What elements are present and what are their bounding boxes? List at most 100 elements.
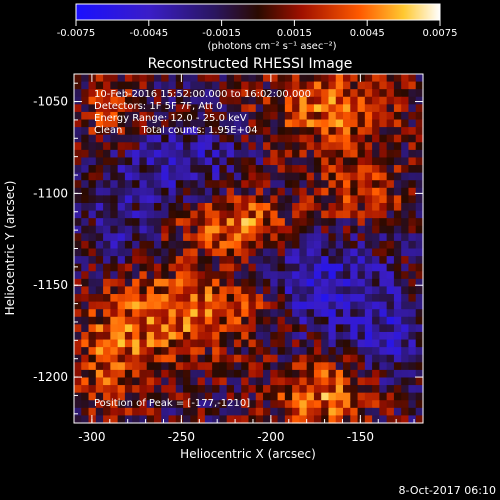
heatmap-cell bbox=[357, 134, 366, 143]
heatmap-cell bbox=[255, 271, 264, 280]
heatmap-cell bbox=[226, 256, 235, 265]
heatmap-cell bbox=[343, 134, 351, 143]
heatmap-cell bbox=[219, 157, 228, 166]
heatmap-cell bbox=[88, 233, 97, 242]
heatmap-cell bbox=[103, 256, 111, 265]
heatmap-cell bbox=[248, 142, 257, 151]
heatmap-cell bbox=[386, 392, 395, 401]
heatmap-cell bbox=[343, 309, 351, 318]
heatmap-cells bbox=[74, 74, 424, 424]
heatmap-cell bbox=[81, 187, 90, 196]
heatmap-cell bbox=[139, 233, 148, 242]
heatmap-cell bbox=[139, 218, 148, 227]
heatmap-cell bbox=[139, 142, 148, 151]
heatmap-cell bbox=[95, 263, 104, 272]
heatmap-cell bbox=[343, 339, 351, 348]
heatmap-cell bbox=[386, 400, 395, 409]
heatmap-cell bbox=[197, 119, 206, 128]
heatmap-cell bbox=[386, 74, 395, 83]
heatmap-cell bbox=[219, 294, 228, 303]
heatmap-cell bbox=[212, 256, 221, 265]
heatmap-cell bbox=[372, 165, 380, 174]
heatmap-cell bbox=[357, 354, 366, 363]
heatmap-cell bbox=[190, 104, 199, 113]
heatmap-cell bbox=[350, 278, 359, 288]
heatmap-cell bbox=[197, 172, 206, 181]
heatmap-cell bbox=[393, 233, 402, 242]
heatmap-cell bbox=[124, 210, 133, 219]
heatmap-cell bbox=[255, 407, 264, 417]
heatmap-cell bbox=[103, 172, 111, 181]
heatmap-cell bbox=[386, 89, 395, 98]
heatmap-cell bbox=[292, 210, 300, 219]
heatmap-cell bbox=[299, 309, 308, 318]
heatmap-cell bbox=[95, 331, 104, 341]
heatmap-cell bbox=[95, 119, 104, 128]
heatmap-cell bbox=[212, 331, 221, 341]
heatmap-cell bbox=[175, 127, 184, 136]
heatmap-cell bbox=[335, 339, 344, 348]
heatmap-cell bbox=[124, 392, 133, 401]
heatmap-cell bbox=[263, 180, 271, 189]
heatmap-cell bbox=[372, 407, 380, 417]
heatmap-cell bbox=[350, 271, 359, 280]
heatmap-cell bbox=[328, 407, 337, 417]
heatmap-cell bbox=[197, 74, 206, 83]
heatmap-cell bbox=[284, 286, 293, 295]
heatmap-cell bbox=[146, 218, 155, 227]
heatmap-cell bbox=[153, 309, 162, 318]
heatmap-cell bbox=[393, 400, 402, 409]
heatmap-cell bbox=[372, 339, 380, 348]
heatmap-cell bbox=[321, 172, 330, 181]
heatmap-cell bbox=[190, 180, 199, 189]
heatmap-cell bbox=[168, 218, 177, 227]
heatmap-cell bbox=[88, 278, 97, 288]
heatmap-cell bbox=[74, 400, 82, 409]
heatmap-cell bbox=[117, 316, 126, 325]
heatmap-cell bbox=[204, 415, 213, 424]
heatmap-cell bbox=[226, 96, 235, 105]
heatmap-cell bbox=[88, 225, 97, 234]
heatmap-cell bbox=[219, 347, 228, 356]
heatmap-cell bbox=[132, 324, 141, 333]
heatmap-cell bbox=[117, 407, 126, 417]
heatmap-cell bbox=[306, 119, 315, 128]
heatmap-cell bbox=[364, 127, 373, 136]
heatmap-cell bbox=[153, 127, 162, 136]
heatmap-cell bbox=[226, 294, 235, 303]
heatmap-cell bbox=[168, 400, 177, 409]
heatmap-cell bbox=[313, 377, 322, 386]
heatmap-cell bbox=[175, 331, 184, 341]
heatmap-cell bbox=[139, 369, 148, 379]
heatmap-cell bbox=[212, 347, 221, 356]
heatmap-cell bbox=[357, 407, 366, 417]
heatmap-cell bbox=[313, 104, 322, 113]
heatmap-cell bbox=[204, 316, 213, 325]
heatmap-cell bbox=[415, 187, 424, 196]
heatmap-cell bbox=[161, 81, 170, 90]
heatmap-cell bbox=[292, 263, 300, 272]
x-tick-label: -200 bbox=[257, 430, 284, 444]
heatmap-cell bbox=[335, 347, 344, 356]
heatmap-cell bbox=[408, 180, 417, 189]
heatmap-cell bbox=[335, 195, 344, 204]
heatmap-cell bbox=[183, 324, 191, 333]
heatmap-cell bbox=[372, 331, 380, 341]
heatmap-cell bbox=[103, 74, 111, 83]
heatmap-cell bbox=[204, 127, 213, 136]
heatmap-cell bbox=[168, 104, 177, 113]
heatmap-cell bbox=[124, 316, 133, 325]
heatmap-cell bbox=[88, 256, 97, 265]
heatmap-cell bbox=[139, 316, 148, 325]
heatmap-cell bbox=[292, 331, 300, 341]
heatmap-cell bbox=[110, 134, 119, 143]
heatmap-cell bbox=[124, 74, 133, 83]
heatmap-cell bbox=[357, 339, 366, 348]
heatmap-cell bbox=[241, 294, 250, 303]
heatmap-cell bbox=[74, 218, 82, 227]
heatmap-cell bbox=[103, 392, 111, 401]
heatmap-cell bbox=[255, 362, 264, 371]
heatmap-cell bbox=[197, 157, 206, 166]
heatmap-cell bbox=[212, 187, 221, 196]
heatmap-cell bbox=[277, 248, 286, 257]
